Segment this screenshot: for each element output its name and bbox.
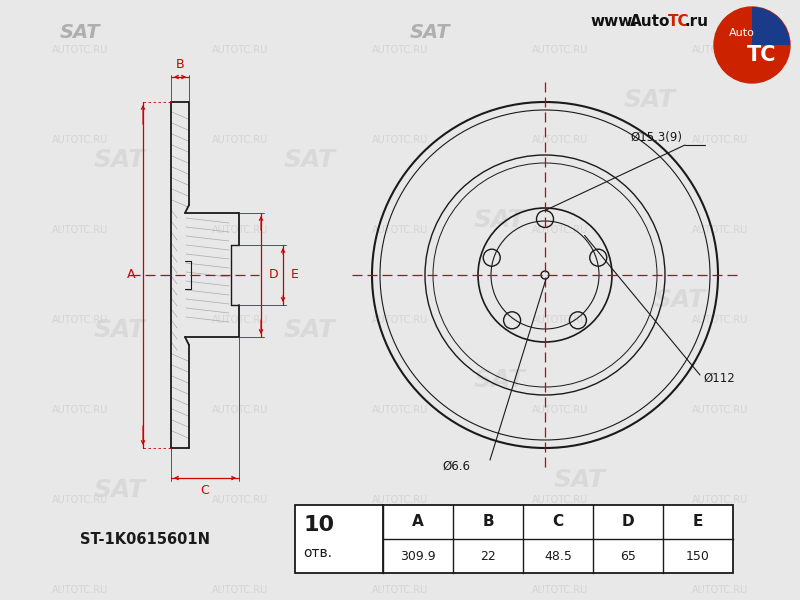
Text: 150: 150	[686, 550, 710, 563]
Circle shape	[714, 7, 790, 83]
Text: AUTOTC.RU: AUTOTC.RU	[372, 315, 428, 325]
Text: AUTOTC.RU: AUTOTC.RU	[52, 495, 108, 505]
Text: AUTOTC.RU: AUTOTC.RU	[372, 495, 428, 505]
Text: SAT: SAT	[60, 22, 101, 41]
Text: Ø112: Ø112	[703, 371, 734, 385]
Text: AUTOTC.RU: AUTOTC.RU	[372, 135, 428, 145]
Text: ST-1K0615601N: ST-1K0615601N	[80, 532, 210, 547]
Text: TC: TC	[747, 45, 777, 65]
Text: AUTOTC.RU: AUTOTC.RU	[692, 135, 748, 145]
Text: AUTOTC.RU: AUTOTC.RU	[52, 135, 108, 145]
Text: SAT: SAT	[474, 208, 526, 232]
Text: AUTOTC.RU: AUTOTC.RU	[532, 495, 588, 505]
Text: TC: TC	[668, 14, 690, 29]
Text: AUTOTC.RU: AUTOTC.RU	[372, 585, 428, 595]
Text: AUTOTC.RU: AUTOTC.RU	[532, 585, 588, 595]
Text: SAT: SAT	[410, 22, 450, 41]
Text: AUTOTC.RU: AUTOTC.RU	[52, 225, 108, 235]
Text: AUTOTC.RU: AUTOTC.RU	[372, 45, 428, 55]
Text: www.: www.	[590, 14, 637, 29]
Text: AUTOTC.RU: AUTOTC.RU	[692, 45, 748, 55]
Text: Auto: Auto	[630, 14, 670, 29]
Text: D: D	[269, 269, 278, 281]
Text: A: A	[412, 514, 424, 529]
Text: AUTOTC.RU: AUTOTC.RU	[532, 315, 588, 325]
Text: SAT: SAT	[94, 478, 146, 502]
Text: 309.9: 309.9	[400, 550, 436, 563]
Text: SAT: SAT	[474, 368, 526, 392]
Text: SAT: SAT	[94, 318, 146, 342]
Text: AUTOTC.RU: AUTOTC.RU	[532, 45, 588, 55]
Text: AUTOTC.RU: AUTOTC.RU	[212, 495, 268, 505]
Text: AUTOTC.RU: AUTOTC.RU	[372, 405, 428, 415]
Bar	[295, 505, 733, 573]
Text: A: A	[126, 269, 135, 281]
Text: отв.: отв.	[303, 546, 332, 560]
Text: AUTOTC.RU: AUTOTC.RU	[212, 225, 268, 235]
Text: B: B	[482, 514, 494, 529]
Text: SAT: SAT	[284, 148, 336, 172]
Text: AUTOTC.RU: AUTOTC.RU	[692, 585, 748, 595]
Text: AUTOTC.RU: AUTOTC.RU	[212, 45, 268, 55]
Text: B: B	[176, 58, 184, 71]
Text: AUTOTC.RU: AUTOTC.RU	[212, 585, 268, 595]
Wedge shape	[752, 7, 790, 45]
Text: Ø15.3(9): Ø15.3(9)	[630, 130, 682, 143]
Text: .ru: .ru	[685, 14, 709, 29]
Text: AUTOTC.RU: AUTOTC.RU	[212, 135, 268, 145]
Text: SAT: SAT	[284, 318, 336, 342]
Text: AUTOTC.RU: AUTOTC.RU	[692, 225, 748, 235]
Text: 10: 10	[303, 515, 334, 535]
Text: SAT: SAT	[94, 148, 146, 172]
Text: 65: 65	[620, 550, 636, 563]
Text: SAT: SAT	[554, 468, 606, 492]
Text: AUTOTC.RU: AUTOTC.RU	[372, 225, 428, 235]
Text: AUTOTC.RU: AUTOTC.RU	[692, 405, 748, 415]
Text: AUTOTC.RU: AUTOTC.RU	[52, 405, 108, 415]
Text: AUTOTC.RU: AUTOTC.RU	[532, 135, 588, 145]
Text: AUTOTC.RU: AUTOTC.RU	[52, 585, 108, 595]
Text: AUTOTC.RU: AUTOTC.RU	[532, 405, 588, 415]
Text: 22: 22	[480, 550, 496, 563]
Text: AUTOTC.RU: AUTOTC.RU	[212, 405, 268, 415]
Text: AUTOTC.RU: AUTOTC.RU	[52, 45, 108, 55]
Text: C: C	[553, 514, 563, 529]
Text: 48.5: 48.5	[544, 550, 572, 563]
Text: Ø6.6: Ø6.6	[442, 460, 470, 473]
Text: AUTOTC.RU: AUTOTC.RU	[692, 315, 748, 325]
Text: AUTOTC.RU: AUTOTC.RU	[212, 315, 268, 325]
Text: AUTOTC.RU: AUTOTC.RU	[52, 315, 108, 325]
Text: E: E	[693, 514, 703, 529]
Text: SAT: SAT	[624, 88, 676, 112]
Text: D: D	[622, 514, 634, 529]
Text: SAT: SAT	[654, 288, 706, 312]
Text: AUTOTC.RU: AUTOTC.RU	[692, 495, 748, 505]
Text: Auto: Auto	[729, 28, 755, 38]
Text: E: E	[291, 269, 299, 281]
Text: C: C	[201, 485, 210, 497]
Text: AUTOTC.RU: AUTOTC.RU	[532, 225, 588, 235]
